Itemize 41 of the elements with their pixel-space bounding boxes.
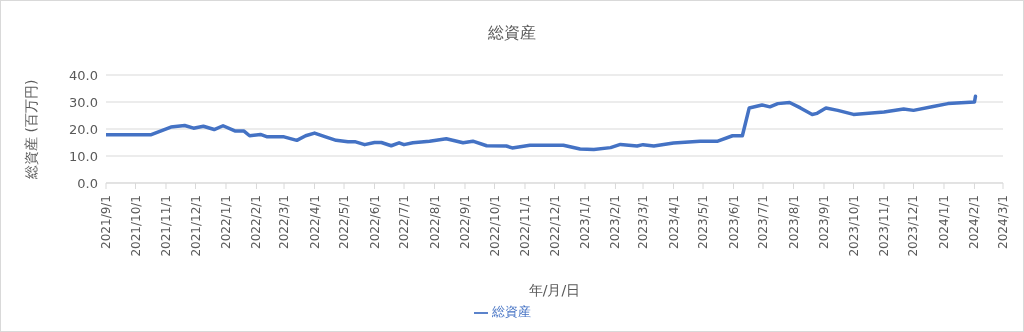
x-tick-label: 2023/6/1 [726, 195, 741, 249]
x-tick-label: 2023/9/1 [816, 195, 831, 249]
x-tick-label: 2022/12/1 [547, 195, 562, 257]
x-tick-label: 2022/7/1 [397, 195, 412, 249]
x-tick-label: 2023/2/1 [608, 195, 623, 249]
x-tick-label: 2022/5/1 [337, 195, 352, 249]
x-tick-label: 2022/8/1 [427, 195, 442, 249]
x-tick-label: 2022/9/1 [458, 195, 472, 249]
x-tick-label: 2021/11/1 [159, 195, 173, 257]
x-tick-label: 2023/1/1 [577, 195, 592, 249]
x-tick-label: 2022/11/1 [517, 195, 532, 257]
x-tick-label: 2021/10/1 [128, 195, 143, 257]
y-tick-label: 20.0 [69, 121, 98, 137]
x-tick-label: 2023/10/1 [846, 195, 861, 257]
x-axis-title: 年/月/日 [528, 282, 581, 298]
y-tick-label: 30.0 [69, 94, 98, 110]
x-tick-label: 2022/6/1 [367, 195, 382, 249]
x-tick-label: 2023/12/1 [906, 195, 921, 257]
x-tick-label: 2022/10/1 [487, 195, 502, 257]
x-tick-label: 2023/8/1 [786, 195, 801, 249]
x-tick-label: 2023/3/1 [636, 195, 651, 249]
x-tick-label: 2022/1/1 [218, 195, 233, 249]
x-tick-label: 2021/12/1 [188, 195, 203, 257]
x-tick-label: 2021/9/1 [99, 195, 113, 249]
x-tick-label: 2022/3/1 [277, 195, 292, 249]
x-tick-label: 2024/3/1 [996, 195, 1010, 249]
y-axis-title: 総資産 (百万円) [22, 79, 39, 180]
x-tick-label: 2024/2/1 [967, 195, 982, 249]
y-tick-label: 0.0 [77, 175, 98, 191]
y-tick-label: 10.0 [69, 148, 98, 164]
x-tick-label: 2023/4/1 [666, 195, 681, 249]
y-tick-label: 40.0 [69, 67, 98, 83]
legend-label: 総資産 [491, 304, 531, 319]
x-tick-label: 2024/1/1 [936, 195, 951, 249]
line-series [106, 94, 978, 152]
chart-title: 総資産 [487, 23, 537, 44]
x-tick-label: 2023/7/1 [756, 195, 771, 249]
x-tick-label: 2022/2/1 [249, 195, 264, 249]
x-tick-label: 2023/5/1 [696, 195, 711, 249]
x-tick-label: 2022/4/1 [307, 195, 322, 249]
x-tick-label: 2023/11/1 [876, 195, 891, 257]
